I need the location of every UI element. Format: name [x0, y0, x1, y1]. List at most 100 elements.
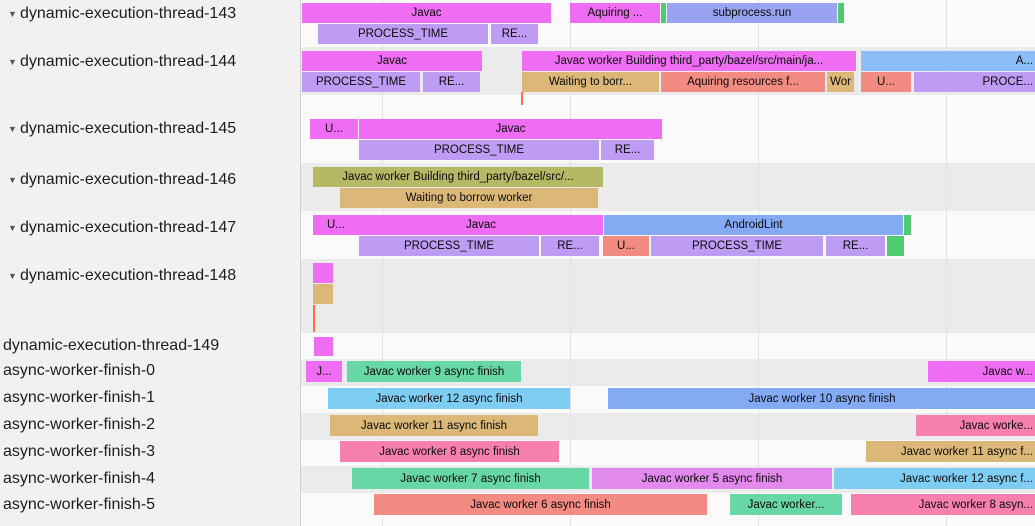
trace-span-label: RE... — [438, 76, 465, 88]
trace-span[interactable]: Wor — [827, 72, 854, 92]
track-label-row-async-worker-finish-3[interactable]: async-worker-finish-3 — [0, 442, 300, 462]
trace-span[interactable]: RE... — [541, 236, 599, 256]
trace-span[interactable]: Javac worker 12 async f... — [834, 468, 1035, 489]
trace-span[interactable]: RE... — [491, 24, 538, 44]
track-name-label: async-worker-finish-0 — [3, 362, 156, 379]
collapse-arrow-icon[interactable]: ▼ — [8, 223, 17, 233]
trace-span[interactable]: subprocess.run — [667, 3, 837, 23]
trace-span[interactable]: RE... — [601, 140, 654, 160]
track-name-label: dynamic-execution-thread-146 — [20, 171, 237, 188]
trace-span[interactable]: Aquiring resources f... — [661, 72, 825, 92]
trace-span-label: U... — [325, 123, 343, 135]
trace-span[interactable]: Javac worker 8 asyn... — [851, 494, 1035, 515]
trace-span[interactable]: Waiting to borr... — [522, 72, 659, 92]
trace-span[interactable]: PROCESS_TIME — [359, 140, 599, 160]
track-label-row-async-worker-finish-1[interactable]: async-worker-finish-1 — [0, 388, 300, 408]
timeline-canvas[interactable]: Javac Aquiring ... subprocess.run PROCESS_T… — [301, 0, 1035, 526]
collapse-arrow-icon[interactable]: ▼ — [8, 175, 17, 185]
trace-span[interactable] — [313, 263, 333, 283]
trace-span-label: Javac — [411, 7, 442, 19]
track-name-label: dynamic-execution-thread-148 — [20, 267, 237, 284]
trace-span[interactable]: Javac worker 5 async finish — [592, 468, 832, 489]
trace-span[interactable]: Javac — [302, 51, 482, 71]
trace-span[interactable]: Javac worker 7 async finish — [352, 468, 589, 489]
trace-span[interactable]: Waiting to borrow worker — [340, 188, 598, 208]
track-name-label: async-worker-finish-3 — [3, 443, 156, 460]
trace-span[interactable]: Javac worker Building third_party/bazel/… — [522, 51, 856, 71]
trace-span[interactable]: Javac worker 8 async finish — [340, 441, 559, 462]
track-label-row-dynamic-execution-thread-149[interactable]: dynamic-execution-thread-149 — [0, 336, 300, 356]
trace-span-label: U... — [327, 219, 345, 231]
track-label-row-async-worker-finish-5[interactable]: async-worker-finish-5 — [0, 495, 300, 515]
trace-span-label: RE... — [614, 144, 641, 156]
track-label-row-async-worker-finish-2[interactable]: async-worker-finish-2 — [0, 415, 300, 435]
trace-span[interactable]: RE... — [826, 236, 885, 256]
trace-span-label: PROCE... — [982, 76, 1033, 88]
trace-span-label: Javac worker... — [747, 498, 825, 511]
track-label-row-dynamic-execution-thread-146[interactable]: ▼ dynamic-execution-thread-146 — [0, 170, 300, 190]
trace-span-label: PROCESS_TIME — [315, 76, 407, 88]
trace-span[interactable]: Javac — [359, 215, 603, 235]
trace-span-label: A... — [1015, 55, 1033, 67]
trace-span[interactable]: Javac worker... — [730, 494, 842, 515]
trace-span-label: Javac worker 9 async finish — [363, 365, 505, 378]
track-label-row-async-worker-finish-0[interactable]: async-worker-finish-0 — [0, 361, 300, 381]
trace-span[interactable]: Javac worker 11 async f... — [866, 441, 1035, 462]
trace-span[interactable]: Javac worker 9 async finish — [347, 361, 521, 382]
track-label-row-dynamic-execution-thread-147[interactable]: ▼ dynamic-execution-thread-147 — [0, 218, 300, 238]
track-label-row-dynamic-execution-thread-148[interactable]: ▼ dynamic-execution-thread-148 — [0, 266, 300, 286]
trace-span[interactable]: RE... — [423, 72, 480, 92]
trace-span[interactable]: Javac worker 10 async finish — [608, 388, 1035, 409]
track-name-label: dynamic-execution-thread-145 — [20, 120, 237, 137]
trace-span-label: Javac — [495, 123, 526, 135]
time-gridline — [570, 0, 571, 526]
trace-span-label: Javac worker 10 async finish — [748, 392, 896, 405]
trace-span-label: Javac worke... — [959, 419, 1034, 432]
trace-span-label: Javac worker 11 async f... — [900, 445, 1033, 458]
trace-span[interactable]: Aquiring ... — [570, 3, 660, 23]
trace-span[interactable] — [838, 3, 844, 23]
collapse-arrow-icon[interactable]: ▼ — [8, 57, 17, 67]
trace-span-label: RE... — [842, 240, 869, 252]
trace-span[interactable]: Javac worker 11 async finish — [330, 415, 538, 436]
track-name-label: dynamic-execution-thread-149 — [3, 337, 220, 354]
trace-span[interactable]: J... — [306, 361, 342, 382]
trace-span[interactable]: U... — [313, 215, 359, 235]
trace-span[interactable] — [314, 337, 333, 356]
collapse-arrow-icon[interactable]: ▼ — [8, 271, 17, 281]
track-label-row-dynamic-execution-thread-144[interactable]: ▼ dynamic-execution-thread-144 — [0, 52, 300, 72]
trace-span[interactable]: AndroidLint — [604, 215, 903, 235]
trace-span-label: Javac worker 11 async finish — [360, 419, 508, 432]
track-label-row-dynamic-execution-thread-143[interactable]: ▼ dynamic-execution-thread-143 — [0, 4, 300, 24]
track-label-row-async-worker-finish-4[interactable]: async-worker-finish-4 — [0, 469, 300, 489]
trace-span[interactable] — [313, 284, 333, 304]
trace-span-label: PROCESS_TIME — [403, 240, 495, 252]
track-name-label: dynamic-execution-thread-147 — [20, 219, 237, 236]
trace-span[interactable]: Javac worker 12 async finish — [328, 388, 570, 409]
trace-span[interactable]: U... — [310, 119, 358, 139]
trace-span[interactable] — [887, 236, 904, 256]
trace-span[interactable] — [904, 215, 911, 235]
trace-span-label: Javac worker 7 async finish — [400, 472, 541, 485]
trace-span[interactable]: PROCESS_TIME — [651, 236, 823, 256]
trace-span[interactable]: A... — [861, 51, 1035, 71]
trace-span-label: Javac worker 12 async f... — [900, 472, 1033, 485]
trace-span[interactable]: PROCESS_TIME — [359, 236, 539, 256]
trace-span[interactable]: Javac — [359, 119, 662, 139]
trace-span[interactable]: PROCE... — [914, 72, 1035, 92]
trace-span-label: Javac — [465, 219, 497, 231]
trace-span[interactable]: Javac worke... — [916, 415, 1035, 436]
trace-span[interactable]: Javac — [302, 3, 551, 23]
trace-span[interactable]: Javac worker Building third_party/bazel/… — [313, 167, 603, 187]
trace-span[interactable]: Javac worker 6 async finish — [374, 494, 707, 515]
trace-span[interactable]: PROCESS_TIME — [302, 72, 420, 92]
trace-span-label: Javac — [376, 55, 408, 67]
track-label-row-dynamic-execution-thread-145[interactable]: ▼ dynamic-execution-thread-145 — [0, 119, 300, 139]
trace-span[interactable]: U... — [603, 236, 649, 256]
trace-span[interactable]: Javac w... — [928, 361, 1035, 382]
collapse-arrow-icon[interactable]: ▼ — [8, 124, 17, 134]
trace-span[interactable]: U... — [861, 72, 911, 92]
collapse-arrow-icon[interactable]: ▼ — [8, 9, 17, 19]
trace-span[interactable]: PROCESS_TIME — [318, 24, 488, 44]
trace-span[interactable] — [661, 3, 666, 23]
